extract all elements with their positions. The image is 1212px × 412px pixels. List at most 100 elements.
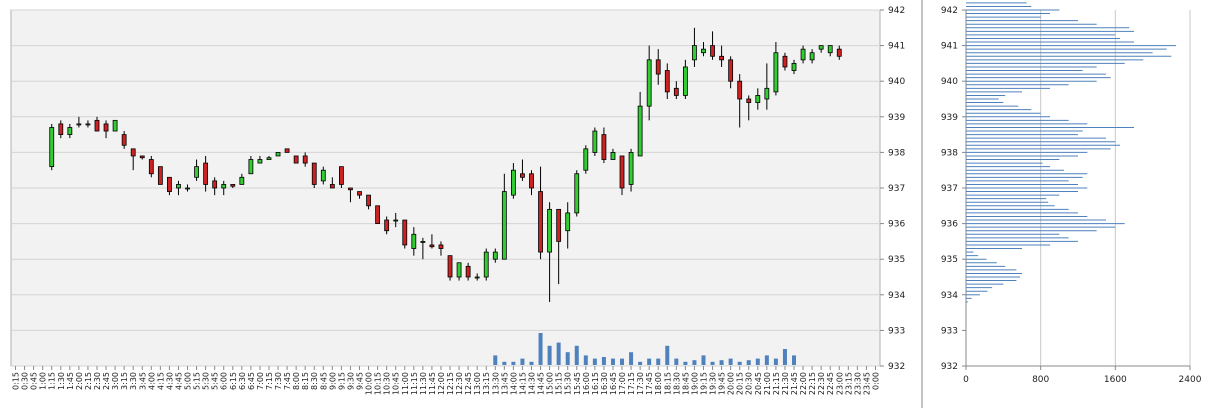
candle-body — [447, 255, 453, 278]
bull-candle — [610, 148, 616, 160]
candle-body — [257, 159, 263, 164]
bear-candle — [203, 155, 209, 192]
x-tick-label: 16:45 — [609, 372, 618, 395]
volume-bar — [674, 358, 679, 365]
candle-body — [348, 187, 353, 191]
x-tick-label: 21:00 — [763, 372, 772, 395]
x-tick-label: 22:45 — [826, 372, 835, 395]
candle-body — [420, 240, 426, 243]
x-tick-label: 19:45 — [718, 372, 727, 395]
volume-bar — [565, 352, 570, 365]
x-tick-label: 6:30 — [238, 372, 247, 390]
bull-candle — [827, 45, 833, 57]
bear-candle — [375, 205, 381, 225]
candle-body — [157, 166, 163, 185]
x-tick-label: 9:15 — [337, 372, 346, 390]
volume-bar — [638, 361, 643, 365]
bull-candle — [112, 119, 118, 132]
x-tick-label: 22:15 — [808, 372, 817, 395]
volume-bar — [647, 358, 652, 365]
x-tick-label: 12:45 — [464, 372, 473, 395]
x-tick-label: 15:30 — [564, 372, 573, 395]
profile-x-tick-label: 1600 — [1104, 375, 1127, 385]
candle-body — [438, 244, 444, 249]
x-tick-label: 20:30 — [745, 372, 754, 395]
candle-body — [384, 219, 390, 232]
candle-body — [302, 155, 308, 164]
x-tick-label: 15:15 — [555, 372, 564, 395]
volume-bar — [556, 342, 561, 365]
y-tick-label: 940 — [888, 77, 905, 87]
bear-candle — [438, 241, 444, 256]
bear-candle — [465, 262, 471, 281]
x-tick-label: 13:15 — [482, 372, 491, 395]
bear-candle — [339, 166, 344, 188]
x-tick-label: 9:30 — [346, 372, 355, 390]
y-tick-label: 938 — [888, 148, 905, 158]
candle-body — [429, 244, 435, 248]
bear-candle — [538, 166, 543, 260]
x-tick-label: 2:00 — [75, 372, 84, 390]
candle-body — [782, 55, 788, 68]
profile-y-tick-label: 935 — [941, 255, 958, 265]
x-tick-label: 11:00 — [401, 372, 410, 395]
x-tick-label: 4:15 — [156, 372, 165, 390]
bear-candle — [836, 45, 842, 60]
bear-candle — [655, 49, 661, 85]
x-tick-label: 17:15 — [627, 372, 636, 395]
volume-bar — [782, 349, 787, 365]
bull-candle — [764, 63, 770, 110]
profile-y-tick-label: 942 — [941, 6, 958, 16]
x-tick-label: 14:00 — [509, 372, 518, 395]
x-tick-label: 15:45 — [573, 372, 582, 395]
bull-candle — [67, 123, 73, 139]
candle-body — [393, 219, 399, 222]
profile-y-tick-label: 933 — [941, 326, 958, 336]
bear-candle — [58, 120, 64, 139]
bear-candle — [139, 155, 145, 160]
bear-candle — [673, 81, 679, 99]
volume-bar — [665, 345, 670, 365]
x-tick-label: 11:15 — [410, 372, 419, 395]
candle-body — [185, 187, 190, 190]
candle-body — [329, 184, 335, 189]
candle-body — [275, 151, 281, 157]
candle-body — [248, 159, 254, 175]
bull-candle — [266, 155, 272, 160]
bear-candle — [619, 155, 625, 196]
candle-body — [701, 48, 706, 54]
bear-candle — [556, 208, 562, 285]
bull-candle — [574, 170, 580, 217]
bull-candle — [49, 123, 55, 171]
bear-candle — [293, 155, 299, 164]
bull-candle — [701, 42, 706, 57]
x-tick-label: 17:30 — [636, 372, 645, 395]
x-tick-label: 12:15 — [446, 372, 455, 395]
x-tick-label: 13:45 — [500, 372, 509, 395]
bear-candle — [329, 177, 335, 189]
candle-body — [366, 194, 371, 207]
x-tick-label: 10:15 — [374, 372, 383, 395]
bull-candle — [565, 202, 571, 249]
bull-candle — [800, 45, 806, 64]
volume-bar — [538, 333, 543, 365]
x-tick-label: 1:45 — [66, 372, 75, 390]
y-tick-label: 941 — [888, 42, 905, 52]
y-tick-label: 937 — [888, 184, 905, 194]
candle-body — [293, 155, 299, 164]
x-tick-label: 21:15 — [772, 372, 781, 395]
bull-candle — [456, 262, 462, 281]
bull-candle — [257, 155, 263, 164]
x-tick-label: 20:15 — [736, 372, 745, 395]
volume-bar — [502, 361, 507, 365]
x-tick-label: 3:30 — [129, 372, 138, 390]
x-tick-label: 19:30 — [709, 372, 718, 395]
candle-body — [284, 148, 290, 153]
bear-candle — [520, 159, 525, 181]
candle-body — [402, 219, 408, 246]
candle-body — [510, 169, 516, 196]
bear-candle — [94, 116, 100, 132]
x-tick-label: 13:30 — [491, 372, 500, 395]
profile-y-tick-label: 937 — [941, 184, 958, 194]
volume-bar — [511, 361, 516, 365]
